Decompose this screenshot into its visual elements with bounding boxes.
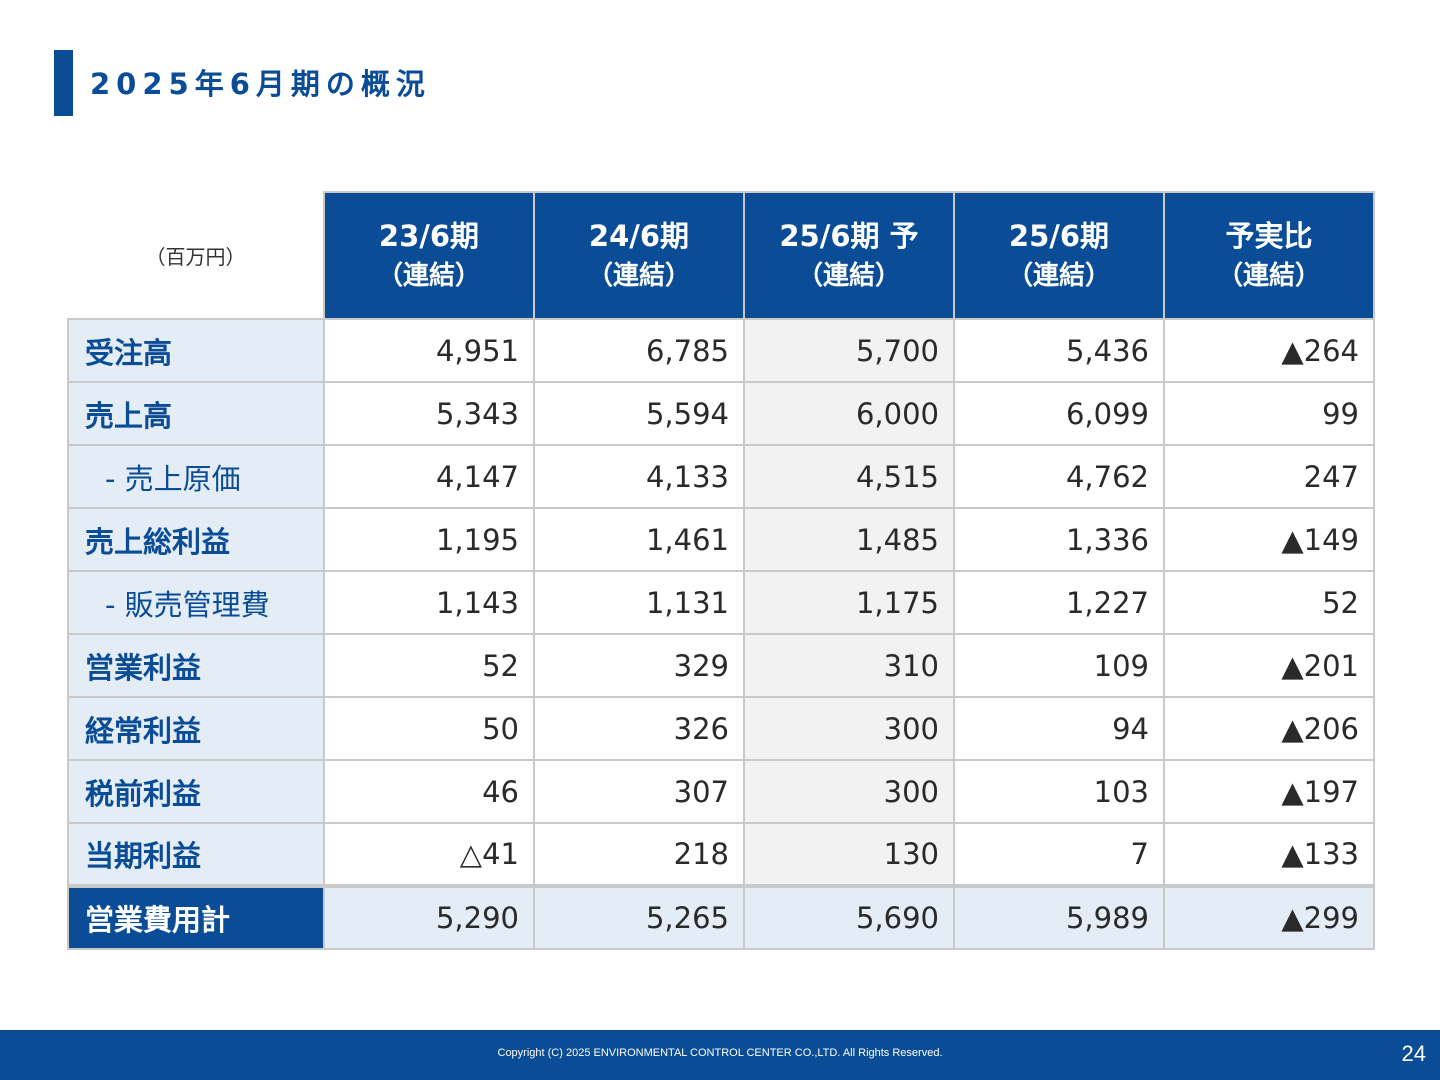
table-cell: △41 bbox=[323, 822, 535, 887]
table-header-row: （百万円） 23/6期 （連結） 24/6期 （連結） 25/6期 予 （連結）… bbox=[68, 191, 1375, 320]
table-cell: ▲264 bbox=[1163, 318, 1375, 383]
column-header-scope: （連結） bbox=[586, 260, 691, 291]
table-cell: 5,594 bbox=[533, 381, 745, 446]
page-number: 24 bbox=[1401, 1041, 1426, 1066]
table-row: - 販売管理費 1,143 1,131 1,175 1,227 52 bbox=[67, 570, 1375, 635]
table-cell: 5,290 bbox=[323, 884, 535, 950]
column-header-period: 25/6期 予 bbox=[779, 218, 919, 253]
table-cell: 1,143 bbox=[323, 570, 535, 635]
table-cell: 1,131 bbox=[533, 570, 745, 635]
table-cell: 5,989 bbox=[953, 884, 1165, 950]
table-cell: 4,951 bbox=[323, 318, 535, 383]
column-header-scope: （連結） bbox=[1006, 260, 1111, 291]
table-cell: ▲197 bbox=[1163, 759, 1375, 824]
table-cell: ▲206 bbox=[1163, 696, 1375, 761]
column-header-scope: （連結） bbox=[1216, 260, 1321, 291]
row-label: 受注高 bbox=[67, 318, 325, 383]
table-cell: 4,762 bbox=[953, 444, 1165, 509]
table-cell: 109 bbox=[953, 633, 1165, 698]
column-header-period: 24/6期 bbox=[588, 218, 690, 253]
table-cell: 329 bbox=[533, 633, 745, 698]
table-row: 受注高 4,951 6,785 5,700 5,436 ▲264 bbox=[67, 318, 1375, 383]
table-cell: ▲299 bbox=[1163, 884, 1375, 950]
footer-bar: Copyright (C) 2025 ENVIRONMENTAL CONTROL… bbox=[0, 1030, 1440, 1080]
table-cell: ▲201 bbox=[1163, 633, 1375, 698]
table-row: 売上高 5,343 5,594 6,000 6,099 99 bbox=[67, 381, 1375, 446]
table-cell: 4,133 bbox=[533, 444, 745, 509]
row-label: 営業利益 bbox=[67, 633, 325, 698]
copyright-text: Copyright (C) 2025 ENVIRONMENTAL CONTROL… bbox=[497, 1047, 943, 1059]
table-cell: 1,461 bbox=[533, 507, 745, 572]
table-row: 税前利益 46 307 300 103 ▲197 bbox=[67, 759, 1375, 824]
table-cell: 218 bbox=[533, 822, 745, 887]
row-label: 当期利益 bbox=[67, 822, 325, 887]
table-cell: 1,195 bbox=[323, 507, 535, 572]
table-cell: ▲149 bbox=[1163, 507, 1375, 572]
unit-label: （百万円） bbox=[68, 192, 324, 319]
table-cell: 6,000 bbox=[743, 381, 955, 446]
table-cell: 5,436 bbox=[953, 318, 1165, 383]
column-header: 予実比 （連結） bbox=[1163, 191, 1375, 320]
table-row: 経常利益 50 326 300 94 ▲206 bbox=[67, 696, 1375, 761]
column-header-period: 23/6期 bbox=[378, 218, 480, 253]
table-cell: 307 bbox=[533, 759, 745, 824]
row-label: 経常利益 bbox=[67, 696, 325, 761]
table-cell: 52 bbox=[323, 633, 535, 698]
table-row: - 売上原価 4,147 4,133 4,515 4,762 247 bbox=[67, 444, 1375, 509]
table-cell: 52 bbox=[1163, 570, 1375, 635]
row-label: - 売上原価 bbox=[67, 444, 325, 509]
column-header-scope: （連結） bbox=[796, 260, 901, 291]
table-cell: 300 bbox=[743, 696, 955, 761]
table-row: 当期利益 △41 218 130 7 ▲133 bbox=[67, 822, 1375, 887]
table-cell: 310 bbox=[743, 633, 955, 698]
table-cell: 4,515 bbox=[743, 444, 955, 509]
table-cell: 1,175 bbox=[743, 570, 955, 635]
table-cell: 50 bbox=[323, 696, 535, 761]
row-label: 税前利益 bbox=[67, 759, 325, 824]
table-cell: 5,690 bbox=[743, 884, 955, 950]
row-label: 営業費用計 bbox=[67, 884, 325, 950]
table-cell: 7 bbox=[953, 822, 1165, 887]
page-title: 2025年6月期の概況 bbox=[90, 67, 431, 101]
table-cell: 300 bbox=[743, 759, 955, 824]
table-cell: 326 bbox=[533, 696, 745, 761]
table-cell: 94 bbox=[953, 696, 1165, 761]
row-label: 売上高 bbox=[67, 381, 325, 446]
title-accent-bar bbox=[54, 50, 73, 116]
column-header-scope: （連結） bbox=[376, 260, 481, 291]
column-header-period: 予実比 bbox=[1225, 218, 1313, 253]
table-cell: 6,099 bbox=[953, 381, 1165, 446]
row-label: - 販売管理費 bbox=[67, 570, 325, 635]
row-label: 売上総利益 bbox=[67, 507, 325, 572]
table-cell: ▲133 bbox=[1163, 822, 1375, 887]
column-header: 25/6期 予 （連結） bbox=[743, 191, 955, 320]
table-cell: 1,485 bbox=[743, 507, 955, 572]
column-header: 23/6期 （連結） bbox=[323, 191, 535, 320]
column-header-period: 25/6期 bbox=[1008, 218, 1110, 253]
table-cell: 1,227 bbox=[953, 570, 1165, 635]
table-cell: 6,785 bbox=[533, 318, 745, 383]
table-cell: 5,265 bbox=[533, 884, 745, 950]
table-cell: 5,700 bbox=[743, 318, 955, 383]
table-cell: 247 bbox=[1163, 444, 1375, 509]
table-cell: 1,336 bbox=[953, 507, 1165, 572]
table-row: 営業利益 52 329 310 109 ▲201 bbox=[67, 633, 1375, 698]
financial-summary-table: （百万円） 23/6期 （連結） 24/6期 （連結） 25/6期 予 （連結）… bbox=[67, 191, 1375, 950]
total-row: 営業費用計 5,290 5,265 5,690 5,989 ▲299 bbox=[67, 884, 1375, 950]
table-cell: 99 bbox=[1163, 381, 1375, 446]
column-header: 25/6期 （連結） bbox=[953, 191, 1165, 320]
table-cell: 5,343 bbox=[323, 381, 535, 446]
table-cell: 46 bbox=[323, 759, 535, 824]
table-cell: 4,147 bbox=[323, 444, 535, 509]
table-cell: 130 bbox=[743, 822, 955, 887]
table-cell: 103 bbox=[953, 759, 1165, 824]
column-header: 24/6期 （連結） bbox=[533, 191, 745, 320]
table-row: 売上総利益 1,195 1,461 1,485 1,336 ▲149 bbox=[67, 507, 1375, 572]
